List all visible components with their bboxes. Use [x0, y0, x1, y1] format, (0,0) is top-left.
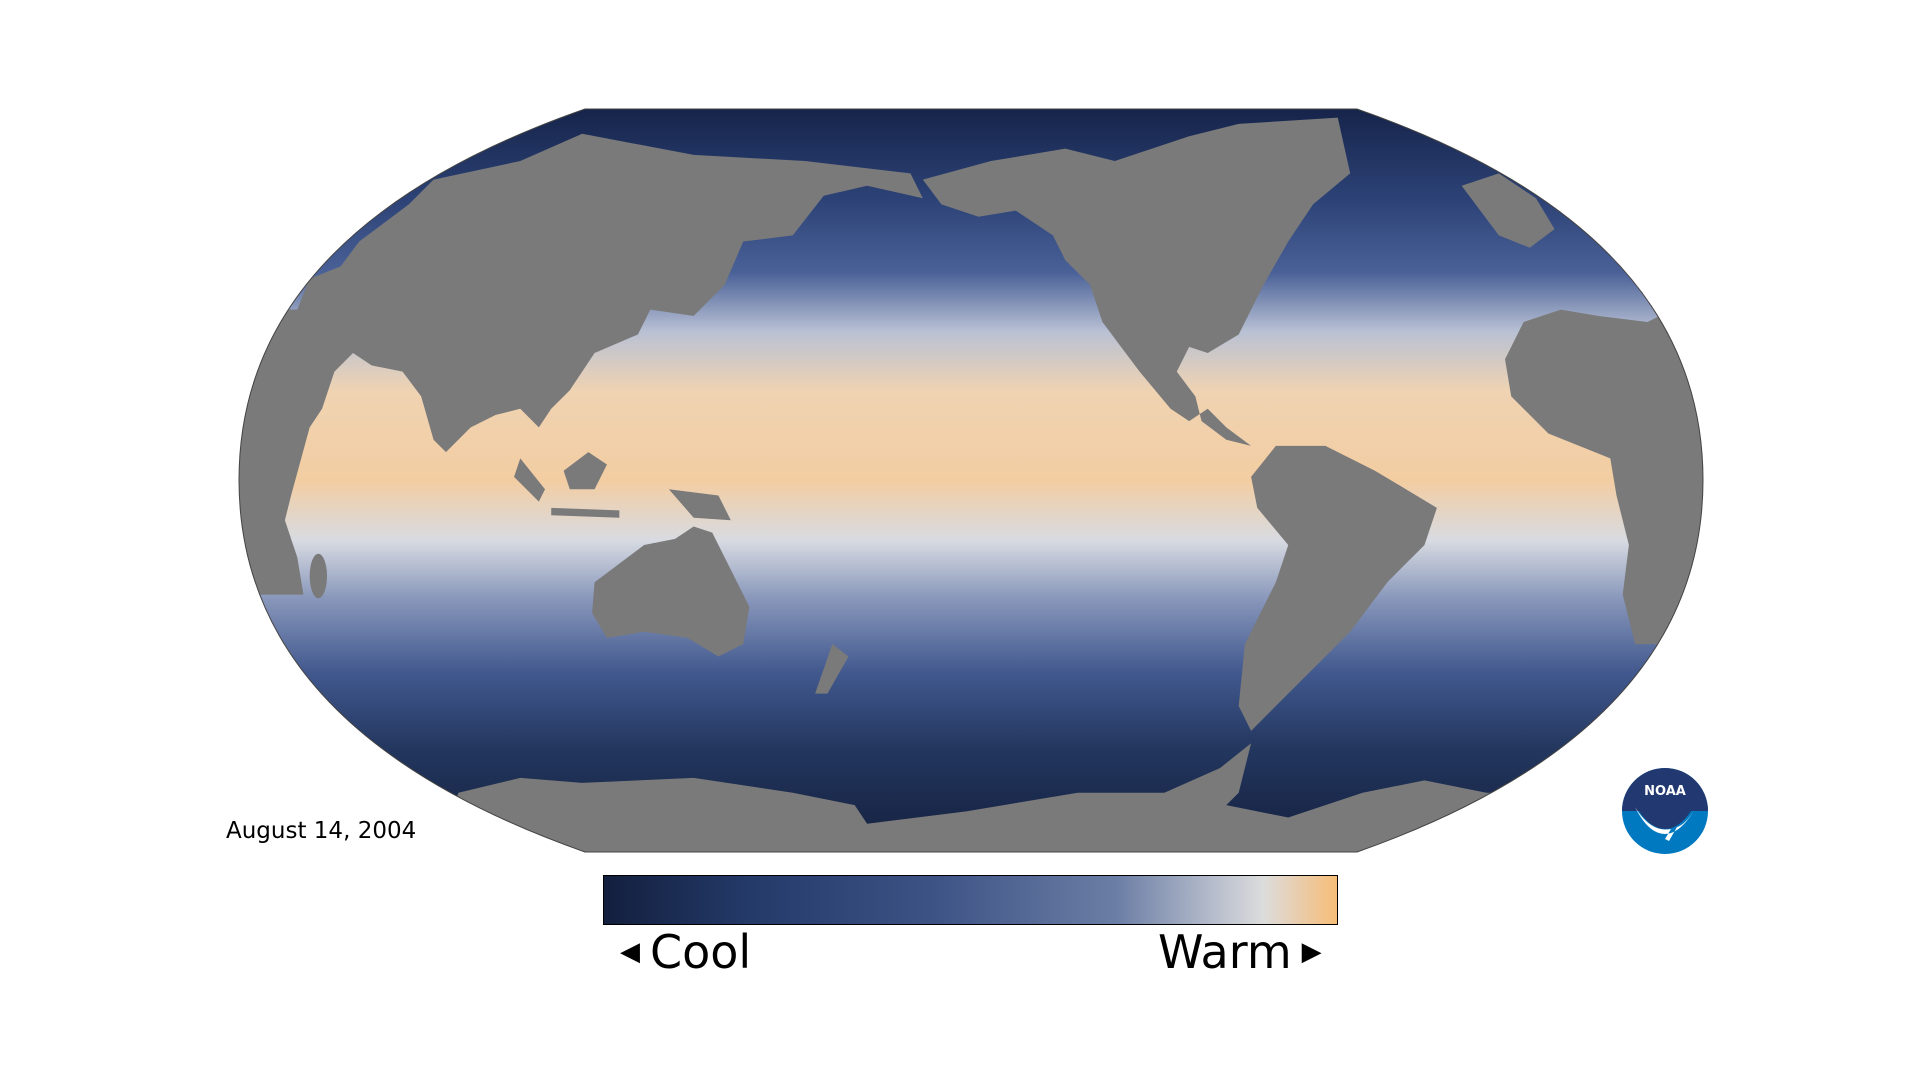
- australia: [592, 526, 750, 657]
- triangle-right-icon: ▶: [1301, 937, 1322, 967]
- maritime-southeast-asia: [514, 452, 731, 521]
- noaa-logo: NOAA: [1622, 768, 1708, 854]
- warm-label: Warm ▶: [1158, 925, 1322, 979]
- europe: [1461, 173, 1555, 248]
- antarctica: [433, 743, 1512, 852]
- new-zealand: [815, 644, 849, 694]
- eurasia-africa-landmass: [239, 133, 923, 595]
- date-label: August 14, 2004: [226, 818, 417, 844]
- north-america: [922, 117, 1351, 446]
- south-america: [1238, 445, 1437, 731]
- triangle-left-icon: ◀: [620, 937, 640, 967]
- africa-east: [1505, 284, 1703, 645]
- cool-label: ◀ Cool: [620, 925, 751, 979]
- map-outline: [238, 108, 1704, 853]
- svg-text:NOAA: NOAA: [1644, 784, 1686, 799]
- cool-text: Cool: [650, 925, 752, 979]
- warm-text: Warm: [1158, 925, 1292, 979]
- madagascar: [309, 553, 328, 599]
- color-scale-bar: [603, 875, 1338, 925]
